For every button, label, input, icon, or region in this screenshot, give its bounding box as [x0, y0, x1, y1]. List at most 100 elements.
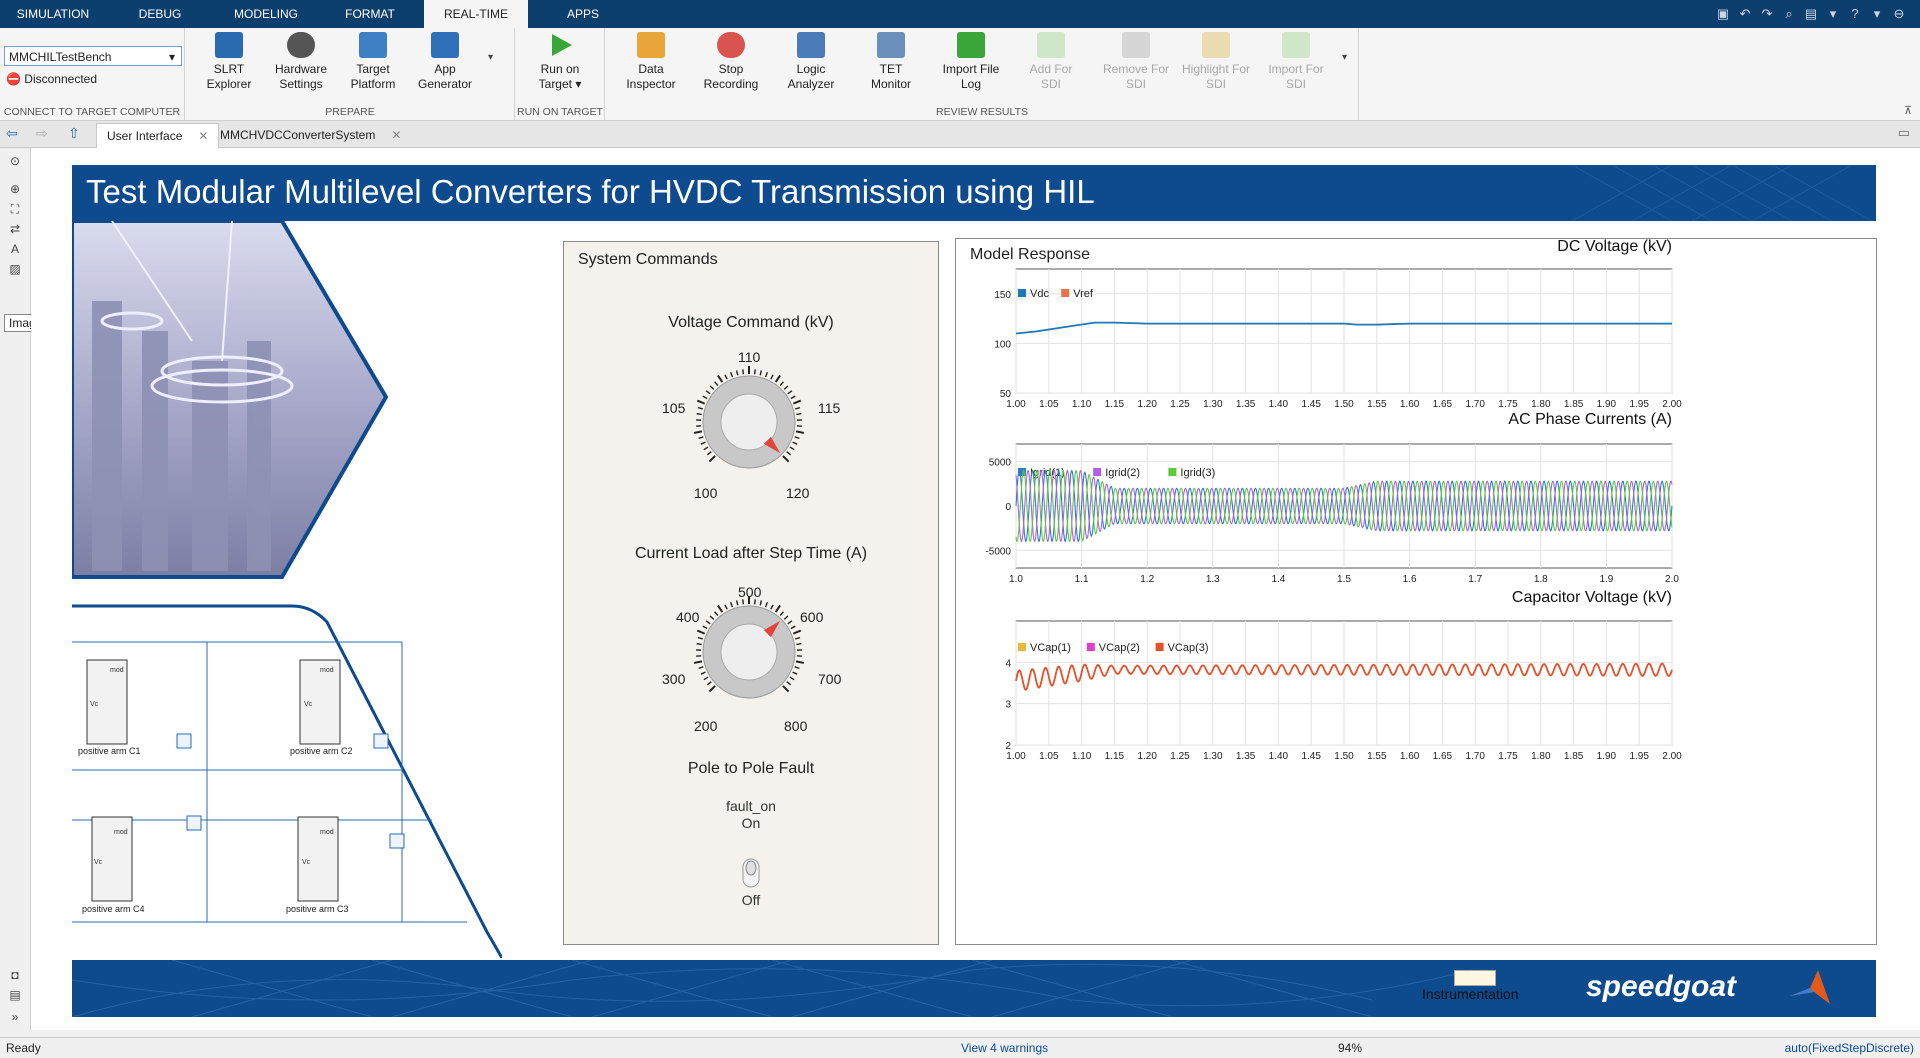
- btn-label: Generator: [418, 77, 472, 91]
- x-tick-label: 1.95: [1629, 751, 1649, 762]
- tick-label: 500: [738, 584, 761, 600]
- search-icon[interactable]: ⌕: [1778, 4, 1800, 24]
- section-label-run: RUN ON TARGET: [516, 106, 604, 118]
- voltage-command-knob[interactable]: [674, 350, 824, 490]
- undo-icon[interactable]: ↶: [1734, 4, 1756, 24]
- fault-toggle-switch[interactable]: [740, 857, 762, 889]
- btn-label: TET: [880, 62, 903, 76]
- collapse-ribbon-icon[interactable]: ⊼: [1904, 104, 1912, 117]
- voltage-knob-label: Voltage Command (kV): [564, 314, 938, 332]
- legend-entry[interactable]: VCap(2): [1099, 642, 1140, 654]
- legend-entry[interactable]: Vdc: [1030, 288, 1049, 300]
- collapse-icon[interactable]: ⊖: [1888, 4, 1910, 24]
- tab-modeling[interactable]: MODELING: [222, 0, 310, 28]
- redo-icon[interactable]: ↷: [1756, 4, 1778, 24]
- x-tick-label: 1.80: [1531, 399, 1551, 410]
- import-icon: [1282, 32, 1310, 58]
- x-tick-label: 1.35: [1236, 751, 1256, 762]
- legend-entry[interactable]: Igrid(2): [1105, 467, 1140, 479]
- chart-title: DC Voltage (kV): [1557, 239, 1672, 255]
- close-icon[interactable]: ✕: [198, 129, 208, 143]
- current-load-knob[interactable]: [674, 582, 824, 722]
- help-icon[interactable]: ?: [1844, 4, 1866, 24]
- solver-link[interactable]: auto(FixedStepDiscrete): [1785, 1038, 1914, 1058]
- fit-view-icon[interactable]: ⛶: [7, 202, 23, 216]
- legend-entry[interactable]: VCap(1): [1030, 642, 1071, 654]
- tab-debug[interactable]: DEBUG: [120, 0, 200, 28]
- explorer-bar-icon[interactable]: ▭: [1898, 125, 1910, 141]
- target-computer-select[interactable]: MMCHILTestBench ▾: [4, 46, 182, 66]
- close-icon[interactable]: ✕: [391, 128, 401, 142]
- x-tick-label: 2.00: [1662, 399, 1682, 410]
- up-icon[interactable]: ⇧: [68, 125, 80, 142]
- matlab-logo-icon: [1788, 968, 1832, 1008]
- property-icon[interactable]: ▤: [7, 988, 23, 1002]
- hide-show-icon[interactable]: ⊙: [7, 154, 23, 168]
- tab-format[interactable]: FORMAT: [330, 0, 410, 28]
- knob-tick: [725, 605, 727, 609]
- tab-user-interface[interactable]: User Interface ✕: [96, 123, 219, 148]
- prepare-more-icon[interactable]: ▾: [488, 52, 493, 63]
- image-icon[interactable]: ▨: [7, 262, 23, 276]
- legend-entry[interactable]: VCap(3): [1168, 642, 1209, 654]
- arrow-icon[interactable]: ⇄: [7, 222, 23, 236]
- save-icon[interactable]: ▣: [1712, 4, 1734, 24]
- knob-tick: [793, 672, 798, 674]
- connection-status[interactable]: ⛔ Disconnected: [6, 72, 97, 86]
- knob-tick: [698, 638, 703, 639]
- connection-status-label: Disconnected: [24, 72, 97, 86]
- block-label: positive arm C1: [78, 746, 141, 756]
- tab-apps[interactable]: APPS: [544, 0, 622, 28]
- review-more-icon[interactable]: ▾: [1342, 52, 1347, 63]
- tab-label: User Interface: [107, 129, 182, 143]
- legend-entry[interactable]: Vref: [1073, 288, 1094, 300]
- fault-off-label: Off: [564, 892, 938, 908]
- annotation-icon[interactable]: A: [7, 242, 23, 256]
- zoom-icon[interactable]: ⊕: [7, 182, 23, 196]
- legend-entry[interactable]: Igrid(3): [1180, 467, 1215, 479]
- warnings-link[interactable]: View 4 warnings: [961, 1038, 1048, 1058]
- dropdown-icon[interactable]: ▾: [1822, 4, 1844, 24]
- forward-icon[interactable]: ⇨: [36, 125, 48, 142]
- zoom-level[interactable]: 94%: [1338, 1038, 1362, 1058]
- btn-label: Import File: [943, 62, 1000, 76]
- add-icon: [1037, 32, 1065, 58]
- help-dropdown-icon[interactable]: ▾: [1866, 4, 1888, 24]
- legend-swatch: [1168, 468, 1176, 476]
- screenshot-icon[interactable]: ◘: [7, 968, 23, 982]
- instrumentation-button[interactable]: [1454, 970, 1496, 986]
- layout-icon[interactable]: ▤: [1800, 4, 1822, 24]
- btn-label: Explorer: [207, 77, 252, 91]
- back-icon[interactable]: ⇦: [6, 125, 18, 142]
- knob-tick: [703, 626, 707, 628]
- tab-real-time[interactable]: REAL-TIME: [424, 0, 528, 28]
- x-tick-label: 1.4: [1271, 574, 1285, 585]
- play-icon: [546, 32, 574, 58]
- knob-tick: [796, 431, 804, 433]
- knob-tick: [795, 667, 800, 669]
- knob-tick: [710, 616, 714, 619]
- tab-mmchvdc-converter-system[interactable]: MMCHVDCConverterSystem✕: [210, 123, 411, 147]
- target-platform-icon: [359, 32, 387, 58]
- expand-icon[interactable]: »: [7, 1010, 23, 1024]
- btn-label: Analyzer: [788, 77, 835, 91]
- tab-simulation[interactable]: SIMULATION: [8, 0, 98, 28]
- main-menubar: SIMULATION DEBUG MODELING FORMAT REAL-TI…: [0, 0, 1920, 28]
- tick-label: 110: [738, 349, 760, 365]
